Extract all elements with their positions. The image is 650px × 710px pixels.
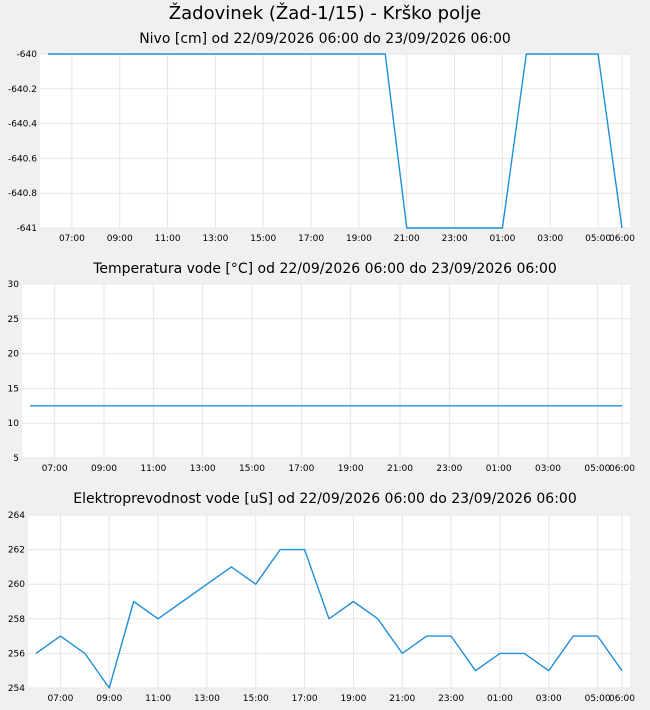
x-tick-label: 09:00 <box>107 234 133 244</box>
x-tick-label: 06:00 <box>609 234 635 244</box>
y-tick-label: 258 <box>8 615 25 625</box>
plot-area-level <box>40 54 630 228</box>
x-tick-label: 01:00 <box>487 694 513 704</box>
y-tick-label: 20 <box>8 350 20 360</box>
x-tick-label: 06:00 <box>609 694 635 704</box>
y-tick-label: 264 <box>8 511 25 521</box>
y-tick-label: -640.8 <box>8 189 37 199</box>
chart-title-conductivity: Elektroprevodnost vode [uS] od 22/09/202… <box>73 491 577 507</box>
plot-area-temperature <box>22 284 630 458</box>
x-tick-label: 17:00 <box>298 234 324 244</box>
x-tick-label: 23:00 <box>436 464 462 474</box>
x-tick-label: 13:00 <box>202 234 228 244</box>
x-tick-label: 19:00 <box>338 464 364 474</box>
x-tick-label: 21:00 <box>389 694 415 704</box>
y-tick-label: -641 <box>17 224 37 234</box>
series-line-level <box>48 53 623 229</box>
y-tick-label: -640 <box>17 50 38 60</box>
x-tick-label: 19:00 <box>346 234 372 244</box>
x-tick-label: 03:00 <box>535 464 561 474</box>
x-tick-label: 17:00 <box>288 464 314 474</box>
x-tick-label: 13:00 <box>190 464 216 474</box>
x-tick-label: 11:00 <box>145 694 171 704</box>
x-tick-label: 05:00 <box>584 464 610 474</box>
y-tick-label: 256 <box>8 649 25 659</box>
y-tick-label: -640.2 <box>8 85 37 95</box>
page-title: Žadovinek (Žad-1/15) - Krško polje <box>168 3 482 24</box>
x-tick-label: 07:00 <box>47 694 73 704</box>
chart-title-level: Nivo [cm] od 22/09/2026 06:00 do 23/09/2… <box>139 31 511 47</box>
x-tick-label: 23:00 <box>438 694 464 704</box>
y-tick-label: -640.6 <box>8 154 37 164</box>
y-tick-label: 260 <box>8 580 25 590</box>
x-tick-label: 03:00 <box>536 694 562 704</box>
plot-area-conductivity <box>28 515 630 688</box>
x-tick-label: 07:00 <box>42 464 68 474</box>
x-tick-label: 03:00 <box>537 234 563 244</box>
x-tick-label: 01:00 <box>489 234 515 244</box>
x-tick-label: 15:00 <box>243 694 269 704</box>
x-tick-label: 05:00 <box>585 694 611 704</box>
y-tick-label: 30 <box>8 280 20 290</box>
series-line-conductivity <box>35 548 623 689</box>
y-tick-label: 254 <box>8 684 25 694</box>
y-tick-label: 25 <box>8 315 19 325</box>
x-tick-label: 06:00 <box>609 464 635 474</box>
y-tick-label: 262 <box>8 546 25 556</box>
x-tick-label: 07:00 <box>59 234 85 244</box>
y-tick-label: 10 <box>8 419 20 429</box>
x-tick-label: 21:00 <box>394 234 420 244</box>
x-tick-label: 15:00 <box>250 234 276 244</box>
x-tick-label: 11:00 <box>155 234 181 244</box>
y-tick-label: 15 <box>8 384 19 394</box>
chart-title-temperature: Temperatura vode [°C] od 22/09/2026 06:0… <box>93 261 557 277</box>
x-tick-label: 01:00 <box>486 464 512 474</box>
x-tick-label: 05:00 <box>585 234 611 244</box>
y-tick-label: -640.4 <box>8 120 37 130</box>
x-tick-label: 17:00 <box>292 694 318 704</box>
x-tick-label: 21:00 <box>387 464 413 474</box>
x-tick-label: 15:00 <box>239 464 265 474</box>
y-tick-label: 5 <box>13 454 19 464</box>
x-tick-label: 09:00 <box>96 694 122 704</box>
x-tick-label: 09:00 <box>91 464 117 474</box>
x-tick-label: 19:00 <box>340 694 366 704</box>
x-tick-label: 11:00 <box>140 464 166 474</box>
x-tick-label: 23:00 <box>442 234 468 244</box>
x-tick-label: 13:00 <box>194 694 220 704</box>
